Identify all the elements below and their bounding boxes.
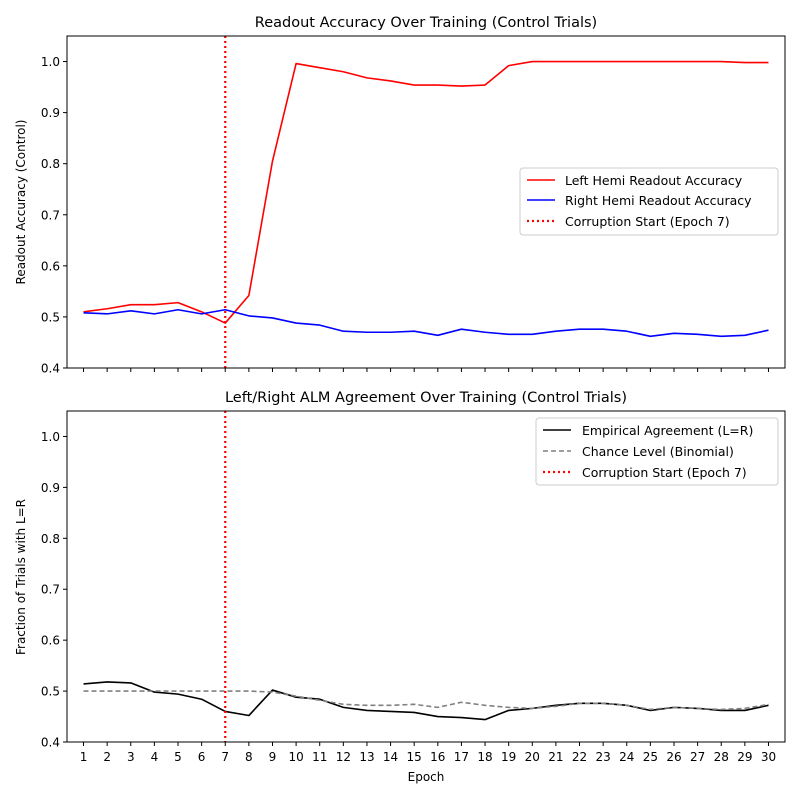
x-axis: 1 2 3 4 5 6 7 8 9 10 11 12 13 14 15 16 17 18 19 20 21 22 23 24 2… [80, 742, 776, 764]
x-axis [83, 368, 769, 372]
x-tick-label: 21 [548, 750, 563, 764]
x-tick-label: 18 [477, 750, 492, 764]
x-tick-label: 7 [221, 750, 229, 764]
x-tick-label: 9 [269, 750, 277, 764]
series-line [83, 308, 769, 338]
x-tick-label: 2 [103, 750, 111, 764]
series-line [83, 690, 769, 711]
x-tick-label: 3 [127, 750, 135, 764]
y-axis: 0.4 0.5 0.6 0.7 0.8 0.9 1.0 [41, 430, 67, 750]
y-tick-label: 0.9 [41, 106, 60, 120]
axes-frame [66, 410, 786, 743]
x-tick-label: 22 [572, 750, 587, 764]
x-tick-label: 1 [80, 750, 88, 764]
y-axis-label: Readout Accuracy (Control) [14, 120, 28, 285]
x-tick-label: 10 [288, 750, 303, 764]
legend-label: Left Hemi Readout Accuracy [565, 173, 743, 188]
chart-title: Readout Accuracy Over Training (Control … [255, 15, 597, 31]
x-tick-label: 13 [359, 750, 374, 764]
x-tick-label: 23 [595, 750, 610, 764]
x-tick-label: 11 [312, 750, 327, 764]
series-line [83, 60, 769, 324]
x-tick-label: 15 [407, 750, 422, 764]
axes-frame [66, 35, 786, 369]
y-tick-label: 0.8 [41, 157, 60, 171]
x-tick-label: 25 [643, 750, 658, 764]
plot-area [83, 36, 769, 368]
y-tick-label: 1.0 [41, 55, 60, 69]
y-tick-label: 0.7 [41, 208, 60, 222]
x-tick-label: 26 [666, 750, 681, 764]
legend: Left Hemi Readout Accuracy Right Hemi Re… [519, 167, 779, 236]
x-tick-label: 29 [737, 750, 752, 764]
y-tick-label: 0.8 [41, 532, 60, 546]
x-tick-label: 27 [690, 750, 705, 764]
y-tick-label: 0.9 [41, 481, 60, 495]
x-tick-label: 19 [501, 750, 516, 764]
legend-label: Right Hemi Readout Accuracy [565, 193, 752, 208]
series-line [83, 681, 769, 721]
x-tick-label: 8 [245, 750, 253, 764]
x-tick-label: 24 [619, 750, 634, 764]
x-tick-label: 16 [430, 750, 445, 764]
x-tick-label: 4 [151, 750, 159, 764]
y-tick-label: 1.0 [41, 430, 60, 444]
y-axis: 0.4 0.5 0.6 0.7 0.8 0.9 1.0 [41, 55, 67, 376]
legend: Empirical Agreement (L=R) Chance Level (… [535, 417, 779, 486]
legend-label: Empirical Agreement (L=R) [582, 423, 753, 438]
y-tick-label: 0.6 [41, 634, 60, 648]
legend-label: Corruption Start (Epoch 7) [582, 465, 747, 480]
y-tick-label: 0.6 [41, 259, 60, 273]
legend-label: Chance Level (Binomial) [582, 444, 734, 459]
chart-panel-agreement: Left/Right ALM Agreement Over Training (… [14, 390, 786, 784]
x-tick-label: 6 [198, 750, 206, 764]
legend-box [519, 167, 779, 236]
y-tick-label: 0.7 [41, 583, 60, 597]
chart-title: Left/Right ALM Agreement Over Training (… [225, 390, 627, 406]
y-tick-label: 0.5 [41, 310, 60, 324]
x-tick-label: 5 [174, 750, 182, 764]
legend-label: Corruption Start (Epoch 7) [565, 214, 730, 229]
plot-area [83, 411, 769, 742]
y-axis-label: Fraction of Trials with L=R [14, 499, 28, 655]
x-axis-label: Epoch [408, 770, 445, 784]
y-tick-label: 0.4 [41, 736, 60, 750]
x-tick-label: 14 [383, 750, 398, 764]
x-tick-label: 30 [761, 750, 776, 764]
x-tick-label: 20 [525, 750, 540, 764]
y-tick-label: 0.4 [41, 362, 60, 376]
x-tick-label: 28 [714, 750, 729, 764]
x-tick-label: 12 [336, 750, 351, 764]
y-tick-label: 0.5 [41, 685, 60, 699]
legend-box [535, 417, 779, 486]
x-tick-label: 17 [454, 750, 469, 764]
chart-panel-readout-accuracy: Readout Accuracy Over Training (Control … [14, 15, 786, 376]
